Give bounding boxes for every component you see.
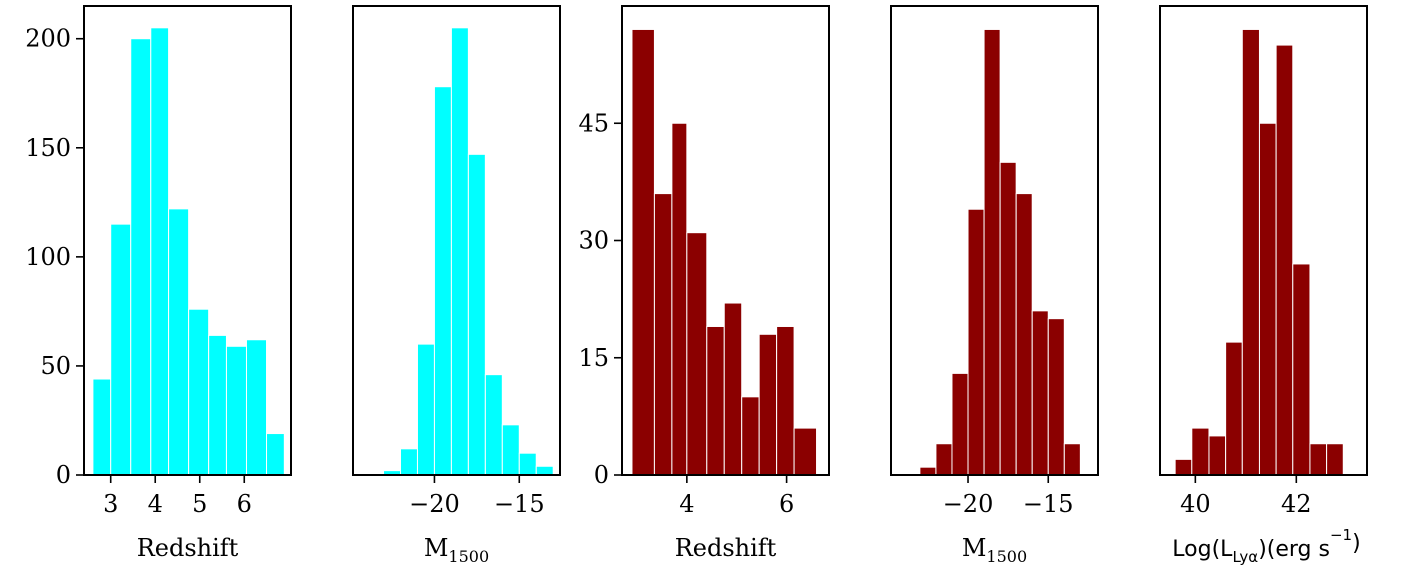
histogram-bar	[983, 28, 1001, 476]
histogram-bar	[706, 325, 725, 476]
histogram-bar	[266, 433, 285, 476]
histogram-bar	[999, 161, 1017, 476]
histogram-panel-1: 3 4 5 6 0 50 100 150 200 Redshift	[25, 5, 292, 562]
y-tick-label: 100	[25, 243, 71, 271]
histogram-bar	[245, 339, 268, 476]
histogram-panel-5: 40 42 Log(LLyα)(erg s−1)	[1159, 5, 1368, 566]
x-tick-label: 3	[103, 490, 118, 518]
histogram-panel-4: −20 −15 M1500	[890, 5, 1099, 566]
x-tick-label: −20	[409, 490, 460, 518]
histogram-bar	[653, 193, 673, 476]
x-tick-label: 40	[1180, 490, 1211, 518]
histogram-bar	[1309, 443, 1328, 476]
histogram-bar	[776, 325, 795, 476]
y-tick-label: 150	[25, 134, 71, 162]
axes-frame	[352, 5, 561, 476]
x-tick-label: 6	[237, 490, 252, 518]
histogram-bar	[1191, 427, 1210, 476]
histogram-bar	[686, 232, 708, 476]
y-tick-label: 0	[56, 461, 71, 489]
histogram-bar	[1208, 435, 1227, 476]
histogram-bar	[1258, 122, 1277, 476]
histogram-bar	[168, 208, 190, 476]
histogram-bar	[1275, 44, 1294, 476]
histogram-bar	[416, 343, 435, 476]
x-axis-label: Log(LLyα)(erg s−1)	[1172, 526, 1360, 566]
histogram-bar	[1241, 28, 1260, 476]
y-tick-label: 30	[578, 227, 609, 255]
histogram-bar	[433, 86, 452, 476]
histogram-bar	[535, 465, 554, 476]
histogram-bar	[1292, 263, 1311, 476]
x-tick-label: −15	[494, 490, 545, 518]
histogram-bar	[1031, 310, 1049, 476]
x-axis-label: M1500	[962, 534, 1027, 566]
histogram-bar	[400, 448, 418, 476]
x-axis-label: M1500	[424, 534, 489, 566]
histogram-bar	[967, 208, 985, 476]
x-tick-label: 4	[148, 490, 163, 518]
x-axis-label: Redshift	[675, 534, 777, 562]
histogram-bar	[501, 424, 520, 476]
histogram-bar	[935, 443, 953, 476]
histogram-bar	[951, 372, 969, 476]
histogram-bar	[188, 308, 210, 476]
axes-frame	[890, 5, 1099, 476]
histogram-bar	[450, 27, 469, 476]
y-tick-label: 45	[578, 109, 609, 137]
x-tick-label: 5	[192, 490, 207, 518]
histogram-bar	[1015, 193, 1033, 476]
histogram-bar	[631, 28, 655, 476]
x-tick-label: −15	[1023, 490, 1074, 518]
histogram-panel-3: 4 6 0 15 30 45 Redshift	[578, 5, 830, 562]
histogram-bar	[1063, 443, 1081, 476]
y-tick-label: 15	[578, 344, 609, 372]
histogram-bar	[484, 374, 503, 476]
y-tick-label: 0	[594, 461, 609, 489]
axes-frame	[83, 5, 292, 476]
y-tick-label: 200	[25, 25, 71, 53]
histogram-bar	[671, 122, 688, 476]
histogram-bar	[1225, 341, 1243, 476]
histogram-bar	[225, 345, 247, 476]
x-axis-label: Redshift	[137, 534, 239, 562]
histogram-bar	[758, 333, 778, 476]
histogram-bar	[1174, 458, 1193, 476]
histogram-bar	[1326, 443, 1344, 476]
histogram-bar	[467, 153, 486, 476]
histogram-bar	[150, 27, 170, 476]
histogram-bar	[919, 466, 937, 476]
x-tick-label: 42	[1281, 490, 1312, 518]
histogram-bar	[723, 302, 743, 476]
x-tick-label: 4	[679, 490, 694, 518]
y-tick-label: 50	[40, 352, 71, 380]
histogram-bar	[741, 396, 760, 476]
histogram-bar	[1047, 318, 1065, 476]
histogram-bar	[793, 427, 818, 476]
x-tick-label: −20	[943, 490, 994, 518]
x-tick-label: 6	[779, 490, 794, 518]
histogram-bar	[92, 378, 112, 476]
histogram-bar	[110, 223, 132, 476]
histogram-bar	[518, 452, 537, 476]
histogram-bar	[208, 334, 227, 476]
axes-frame	[1159, 5, 1368, 476]
histogram-bar	[130, 38, 152, 476]
